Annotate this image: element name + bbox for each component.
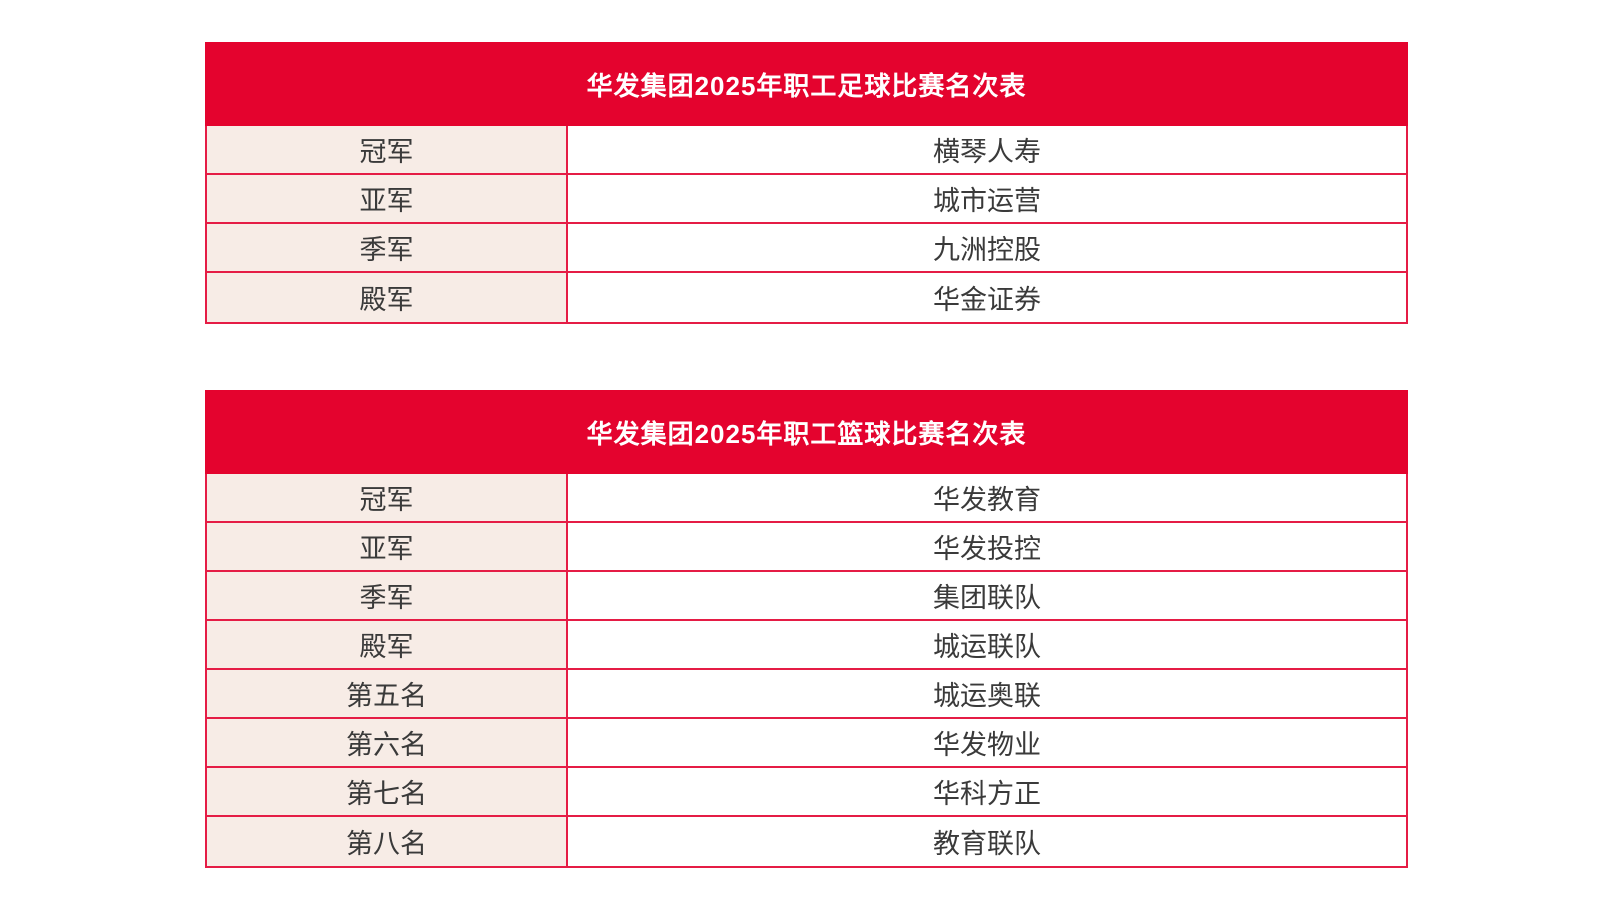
team-cell: 华发教育 [568, 474, 1406, 521]
rank-cell: 第七名 [207, 768, 568, 815]
rank-cell: 殿军 [207, 273, 568, 322]
team-cell: 集团联队 [568, 572, 1406, 619]
football-table-title: 华发集团2025年职工足球比赛名次表 [205, 42, 1408, 126]
football-table-body: 冠军 横琴人寿 亚军 城市运营 季军 九洲控股 殿军 华金证券 [205, 126, 1408, 324]
rank-cell: 季军 [207, 572, 568, 619]
basketball-ranking-table: 华发集团2025年职工篮球比赛名次表 冠军 华发教育 亚军 华发投控 季军 集团联队 殿军城… [205, 390, 1408, 868]
team-cell: 城运联队 [568, 621, 1406, 668]
rank-cell: 第六名 [207, 719, 568, 766]
table-row: 第七名 华科方正 [207, 768, 1406, 817]
team-cell: 华科方正 [568, 768, 1406, 815]
team-cell: 华金证券 [568, 273, 1406, 322]
rank-cell: 亚军 [207, 175, 568, 222]
table-row: 殿军 城运联队 [207, 621, 1406, 670]
team-cell: 横琴人寿 [568, 126, 1406, 173]
table-row: 亚军 城市运营 [207, 175, 1406, 224]
table-row: 季军 九洲控股 [207, 224, 1406, 273]
table-row: 冠军 华发教育 [207, 474, 1406, 523]
team-cell: 城市运营 [568, 175, 1406, 222]
team-cell: 教育联队 [568, 817, 1406, 866]
team-cell: 华发投控 [568, 523, 1406, 570]
basketball-table-body: 冠军 华发教育 亚军 华发投控 季军 集团联队 殿军 城运联队 第五名 城运奥联 第六名 华发物业 第七… [205, 474, 1408, 868]
basketball-table-title: 华发集团2025年职工篮球比赛名次表 [205, 390, 1408, 474]
table-row: 第八名 教育联队 [207, 817, 1406, 866]
football-ranking-table: 华发集团2025年职工足球比赛名次表 冠军 横琴人寿 亚军 城市运营 季军 九洲控股 殿军华… [205, 42, 1408, 324]
team-cell: 华发物业 [568, 719, 1406, 766]
team-cell: 九洲控股 [568, 224, 1406, 271]
rank-cell: 亚军 [207, 523, 568, 570]
rank-cell: 季军 [207, 224, 568, 271]
rank-cell: 冠军 [207, 126, 568, 173]
table-row: 季军 集团联队 [207, 572, 1406, 621]
table-row: 殿军 华金证券 [207, 273, 1406, 322]
rank-cell: 第五名 [207, 670, 568, 717]
table-row: 第六名 华发物业 [207, 719, 1406, 768]
rank-cell: 冠军 [207, 474, 568, 521]
table-row: 亚军 华发投控 [207, 523, 1406, 572]
table-row: 第五名 城运奥联 [207, 670, 1406, 719]
rank-cell: 殿军 [207, 621, 568, 668]
rank-cell: 第八名 [207, 817, 568, 866]
team-cell: 城运奥联 [568, 670, 1406, 717]
table-row: 冠军 横琴人寿 [207, 126, 1406, 175]
